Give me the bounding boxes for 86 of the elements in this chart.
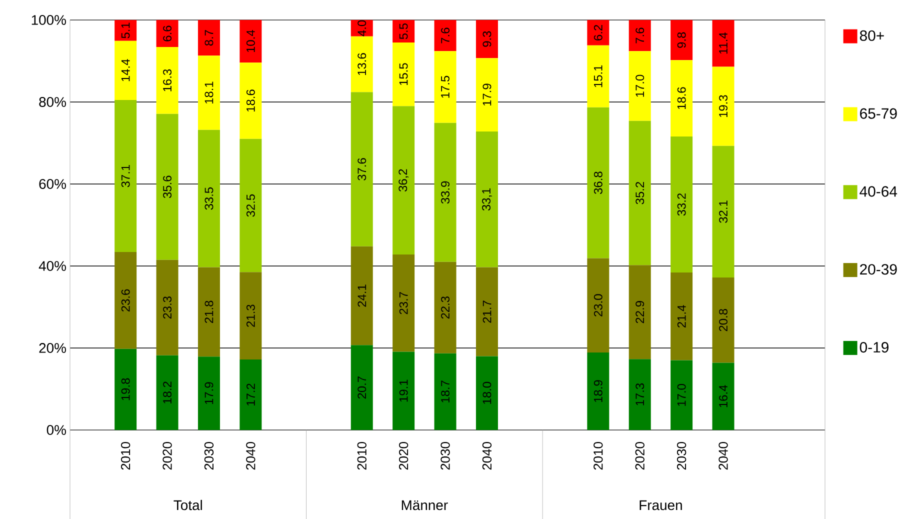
data-label: 19.3 [719,95,728,118]
y-tick-label: 20% [39,343,66,353]
data-label: 16.3 [163,69,172,92]
text: Männer [402,500,448,510]
data-label: 21.3 [246,304,255,327]
data-label: 18.0 [482,382,492,404]
data-label: 23.3 [163,296,172,319]
x-tick-label: 2020 [162,442,172,470]
data-label: 9.3 [482,31,492,47]
data-label: 4.0 [358,20,366,36]
x-tick-label: 2020 [635,442,644,470]
y-tick-label: 100% [32,15,66,25]
data-label: 6.2 [594,24,602,40]
data-label: 35.2 [636,182,644,204]
data-label: 37.1 [121,164,130,188]
data-label: 32.5 [246,194,255,217]
data-label: 32.1 [719,200,728,223]
data-label: 21.4 [677,305,686,328]
data-label: 21.8 [204,300,214,323]
data-label: 17.2 [246,384,255,406]
x-tick-label: 2040 [718,442,728,470]
data-label: 17.5 [441,76,450,98]
data-label: 23.0 [594,294,602,316]
data-label: 17.0 [677,384,686,406]
data-label: 35.6 [163,176,172,198]
data-label: 7.6 [636,28,644,44]
data-label: 37.6 [358,158,366,180]
data-label: 18.7 [441,380,450,402]
y-tick-label: 80% [39,97,66,107]
data-label: 20.7 [358,376,366,399]
data-label: 8.7 [204,30,214,46]
data-label: 18.6 [246,90,255,112]
legend-label: 40-64 [860,186,898,197]
y-tick-label: 0% [46,425,66,435]
text: Total [174,500,202,510]
text: Frauen [640,500,682,510]
data-label: 18.9 [594,380,602,402]
legend-label: 80+ [860,30,884,41]
legend-label: 0-19 [860,342,888,353]
data-label: 36.8 [594,172,602,194]
data-label: 17.0 [636,74,644,97]
x-tick-label: 2030 [440,442,450,470]
data-label: 21.7 [482,300,492,323]
x-tick-label: 2020 [398,442,408,470]
data-label: 16.4 [719,385,728,408]
data-label: 15.5 [399,63,408,86]
x-tick-label: 2030 [204,442,214,470]
data-label: 18.1 [204,82,214,104]
data-label: 33.5 [204,187,214,210]
data-label: 18.6 [677,87,686,110]
data-label: 13.6 [358,53,366,76]
data-label: 5.5 [399,23,408,40]
data-label: 33.2 [677,193,686,216]
data-label: 36,2 [398,169,409,192]
data-label: 17.9 [482,84,492,106]
data-label: 19.1 [399,380,408,402]
x-tick-label: 2030 [676,442,686,470]
data-label: 11.4 [719,32,728,54]
y-tick-label: 40% [38,261,66,271]
legend-label: 65-79 [860,108,897,119]
data-label: 5.1 [121,22,130,38]
data-label: 22.3 [441,296,450,319]
x-tick-label: 2040 [482,442,492,470]
data-label: 17.3 [636,383,644,406]
x-tick-label: 2010 [357,442,366,470]
data-label: 6.6 [163,26,172,42]
data-label: 20.8 [719,309,728,332]
data-label: 24.1 [358,284,366,307]
data-label: 7.6 [441,28,450,44]
data-label: 33,1 [482,188,492,211]
data-label: 19.8 [121,378,130,400]
data-label: 23.7 [399,292,408,314]
y-tick-label: 60% [39,179,66,189]
data-label: 10.4 [246,30,255,52]
x-tick-label: 2010 [594,442,603,470]
data-label: 18.2 [163,382,172,404]
legend-label: 20-39 [860,264,897,275]
data-label: 17.9 [204,382,214,404]
x-tick-label: 2010 [120,442,130,470]
data-label: 15.1 [594,65,602,88]
data-label: 9.8 [677,32,686,48]
data-label: 22.9 [636,301,644,324]
x-tick-label: 2040 [246,442,256,470]
data-label: 23.6 [121,289,130,312]
data-label: 33.9 [441,181,450,204]
data-label: 14.4 [121,59,130,82]
